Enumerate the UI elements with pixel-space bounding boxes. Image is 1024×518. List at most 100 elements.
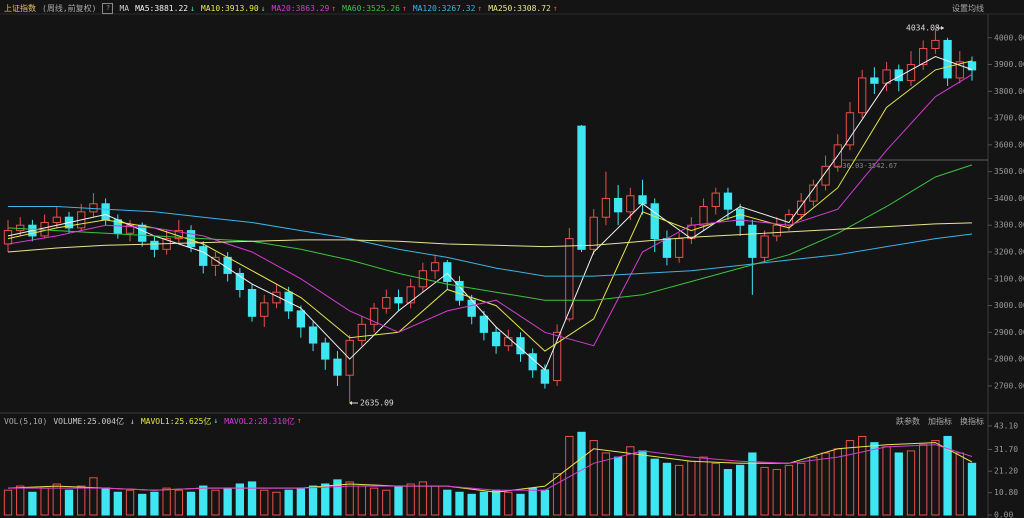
legend-trend: ↑: [401, 3, 407, 13]
indicator-button[interactable]: 换指标: [960, 416, 984, 426]
volume-bar: [845, 440, 855, 516]
candle-body: [931, 39, 940, 49]
ma-line: [7, 60, 973, 352]
y-tick-label: 0.00: [994, 511, 1013, 518]
candle-body: [101, 203, 110, 221]
volume-title: VOL(5,10): [4, 416, 48, 426]
volume-bar: [772, 469, 781, 516]
candle-body: [577, 125, 586, 250]
legend-label: MA20:3863.29: [271, 3, 330, 13]
candle-body: [797, 200, 806, 216]
volume-bar: [199, 485, 208, 516]
price-range-label: 3536.03-3542.67: [834, 162, 897, 170]
candle-body: [308, 326, 318, 344]
volume-bar: [626, 446, 635, 516]
candle-body: [601, 197, 611, 218]
legend-item: MAVOL1:25.625亿 ↓: [141, 416, 218, 427]
candle-body: [967, 61, 977, 71]
candle-body: [16, 224, 25, 232]
volume-bar: [479, 491, 489, 516]
volume-bar: [113, 491, 122, 516]
y-tick-label: 2900.00: [994, 328, 1024, 337]
volume-bar: [333, 479, 342, 516]
volume-bar: [516, 493, 525, 516]
volume-bar: [28, 491, 37, 516]
indicator: MA: [119, 3, 130, 13]
indicator-button[interactable]: 加指标: [928, 416, 952, 426]
volume-bar: [662, 462, 672, 516]
volume-bar: [101, 487, 110, 516]
volume-bar: [650, 458, 659, 516]
volume-bar: [211, 489, 220, 516]
candle-body: [674, 238, 684, 258]
volume-bar: [162, 487, 171, 516]
volume-bar: [64, 489, 74, 516]
volume-bar: [540, 489, 550, 516]
volume-bar: [577, 431, 586, 516]
candle-body: [772, 224, 781, 237]
volume-bar: [138, 493, 147, 516]
candle-body: [894, 69, 903, 82]
indicator-button[interactable]: 跌参数: [896, 416, 920, 426]
volume-bar: [186, 491, 196, 516]
candle-body: [711, 192, 720, 207]
ma-line: [7, 55, 973, 371]
volume-bar: [699, 456, 708, 516]
volume-bar: [797, 462, 806, 516]
candle-body: [540, 369, 550, 384]
y-tick-label: 3100.00: [994, 274, 1024, 283]
volume-bar: [638, 450, 647, 516]
volume-bar: [809, 456, 818, 516]
volume-trend: ↓: [129, 416, 135, 426]
volume-bar: [455, 491, 464, 516]
volume-bar: [394, 485, 403, 516]
high-arrow-head: [941, 26, 944, 30]
candle-body: [296, 310, 306, 328]
legend-label: MA60:3525.26: [342, 3, 400, 13]
candle-body: [650, 203, 659, 240]
candle-body: [491, 331, 501, 347]
candle-body: [235, 272, 245, 290]
volume-bar: [223, 487, 232, 516]
volume-bar: [150, 491, 159, 516]
volume-bar: [369, 487, 379, 516]
y-tick-label: 3300.00: [994, 221, 1024, 230]
volume-bar: [296, 487, 306, 516]
candle-body: [858, 77, 867, 114]
candle-body: [150, 240, 159, 250]
volume-bar: [784, 464, 794, 516]
volume-bar: [40, 487, 49, 516]
candle-body: [321, 342, 330, 360]
candle-body: [919, 47, 928, 66]
y-tick-label: 3000.00: [994, 301, 1024, 310]
candle-body: [845, 112, 855, 146]
volume-bar: [504, 491, 513, 516]
y-tick-label: 3700.00: [994, 114, 1024, 123]
volume-bar: [882, 446, 891, 516]
help-icon[interactable]: ?: [102, 2, 114, 14]
candle-body: [357, 323, 367, 341]
candle-body: [589, 216, 598, 250]
legend-trend: ↓: [260, 3, 266, 13]
candle-body: [382, 297, 391, 309]
volume-bar: [406, 483, 415, 516]
legend-item: MA60:3525.26 ↑: [342, 4, 407, 13]
candle-body: [406, 286, 415, 304]
candle-body: [223, 256, 232, 274]
volume-bar: [919, 444, 928, 516]
settings-button[interactable]: 设置均线: [952, 3, 984, 13]
ma-line: [8, 444, 973, 491]
candle-body: [626, 195, 635, 213]
y-tick-label: 3600.00: [994, 140, 1024, 149]
volume-bar: [284, 489, 293, 516]
volume-bar: [491, 489, 501, 516]
volume-bar: [943, 435, 952, 516]
y-tick-label: 31.70: [994, 445, 1018, 454]
ma-line: [7, 222, 973, 253]
candle-body: [504, 337, 513, 347]
candle-body: [906, 64, 916, 82]
candle-body: [723, 192, 733, 210]
subtitle: (周线,前复权): [42, 3, 97, 13]
volume-bar: [613, 456, 623, 516]
